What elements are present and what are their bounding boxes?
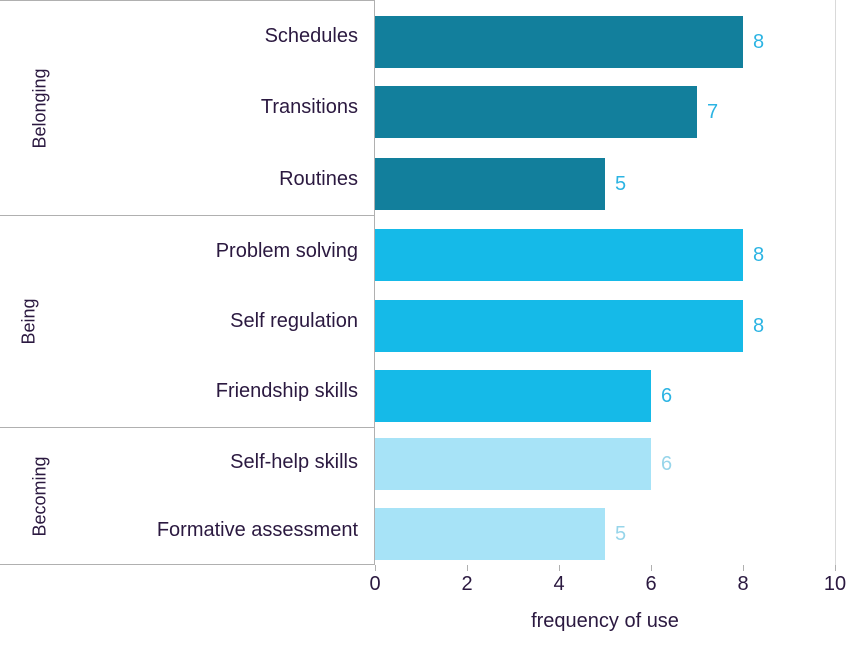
item-labels: SchedulesTransitionsRoutines <box>80 1 374 215</box>
bar <box>375 300 743 352</box>
group-label-text: Becoming <box>30 456 51 536</box>
group-becoming: Becoming Self-help skillsFormative assess… <box>0 427 374 565</box>
bar-value: 8 <box>743 300 773 352</box>
grouped-horizontal-bar-chart: BelongingSchedulesTransitionsRoutinesBei… <box>0 0 852 669</box>
bar-value: 6 <box>651 370 681 422</box>
bar <box>375 158 605 210</box>
plot-area: 87588665 <box>375 0 835 565</box>
group-label-text: Belonging <box>30 68 51 148</box>
x-tick-label: 2 <box>461 573 472 596</box>
bar-value: 7 <box>697 86 727 138</box>
item-label: Friendship skills <box>58 357 374 427</box>
bar <box>375 86 697 138</box>
group-belonging: Belonging SchedulesTransitionsRoutines <box>0 0 374 215</box>
x-tick-label: 8 <box>737 573 748 596</box>
group-label: Belonging <box>0 1 80 215</box>
x-tick-mark <box>835 565 836 571</box>
item-label: Routines <box>80 144 374 215</box>
y-axis-area: BelongingSchedulesTransitionsRoutinesBei… <box>0 0 375 565</box>
item-labels: Self-help skillsFormative assessment <box>80 428 374 565</box>
x-tick-mark <box>375 565 376 571</box>
bar <box>375 16 743 68</box>
bar-value: 6 <box>651 438 681 490</box>
x-tick-mark <box>743 565 744 571</box>
item-label: Schedules <box>80 1 374 72</box>
group-label-text: Being <box>18 298 39 344</box>
bar-value: 8 <box>743 229 773 281</box>
x-axis-title: frequency of use <box>375 610 835 633</box>
x-tick-label: 6 <box>645 573 656 596</box>
group-being: Being Problem solvingSelf regulationFrien… <box>0 215 374 427</box>
item-label: Self regulation <box>58 286 374 356</box>
gridline <box>835 0 836 565</box>
x-tick-mark <box>467 565 468 571</box>
item-label: Formative assessment <box>80 497 374 566</box>
bar-value: 5 <box>605 158 635 210</box>
x-tick-label: 0 <box>369 573 380 596</box>
bar <box>375 508 605 560</box>
bar-value: 5 <box>605 508 635 560</box>
bar <box>375 370 651 422</box>
item-labels: Problem solvingSelf regulationFriendship… <box>58 216 374 427</box>
bar <box>375 438 651 490</box>
group-label: Becoming <box>0 428 80 565</box>
x-tick-label: 10 <box>824 573 846 596</box>
x-tick-mark <box>651 565 652 571</box>
x-tick-mark <box>559 565 560 571</box>
item-label: Self-help skills <box>80 428 374 497</box>
item-label: Transitions <box>80 72 374 143</box>
bar-value: 8 <box>743 16 773 68</box>
group-label: Being <box>0 216 58 427</box>
item-label: Problem solving <box>58 216 374 286</box>
x-axis: 0246810 <box>375 565 835 615</box>
x-tick-label: 4 <box>553 573 564 596</box>
bar <box>375 229 743 281</box>
